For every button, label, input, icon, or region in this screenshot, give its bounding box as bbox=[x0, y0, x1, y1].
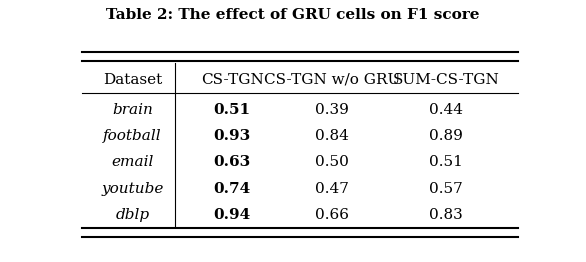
Text: youtube: youtube bbox=[101, 182, 163, 196]
Text: CS-TGN: CS-TGN bbox=[201, 73, 264, 87]
Text: SUM-CS-TGN: SUM-CS-TGN bbox=[392, 73, 499, 87]
Text: 0.57: 0.57 bbox=[429, 182, 462, 196]
Text: 0.51: 0.51 bbox=[429, 155, 462, 170]
Text: Dataset: Dataset bbox=[103, 73, 162, 87]
Text: 0.84: 0.84 bbox=[315, 129, 349, 143]
Text: 0.93: 0.93 bbox=[213, 129, 251, 143]
Text: 0.94: 0.94 bbox=[213, 208, 251, 222]
Text: 0.83: 0.83 bbox=[429, 208, 462, 222]
Text: 0.74: 0.74 bbox=[213, 182, 251, 196]
Text: 0.51: 0.51 bbox=[214, 103, 251, 117]
Text: Table 2: The effect of GRU cells on F1 score: Table 2: The effect of GRU cells on F1 s… bbox=[106, 8, 480, 22]
Text: 0.50: 0.50 bbox=[315, 155, 349, 170]
Text: 0.39: 0.39 bbox=[315, 103, 349, 117]
Text: dblp: dblp bbox=[115, 208, 149, 222]
Text: 0.63: 0.63 bbox=[213, 155, 251, 170]
Text: 0.47: 0.47 bbox=[315, 182, 349, 196]
Text: 0.89: 0.89 bbox=[429, 129, 462, 143]
Text: email: email bbox=[111, 155, 154, 170]
Text: 0.44: 0.44 bbox=[428, 103, 463, 117]
Text: CS-TGN w/o GRU: CS-TGN w/o GRU bbox=[264, 73, 400, 87]
Text: football: football bbox=[103, 129, 162, 143]
Text: 0.66: 0.66 bbox=[315, 208, 349, 222]
Text: brain: brain bbox=[112, 103, 153, 117]
